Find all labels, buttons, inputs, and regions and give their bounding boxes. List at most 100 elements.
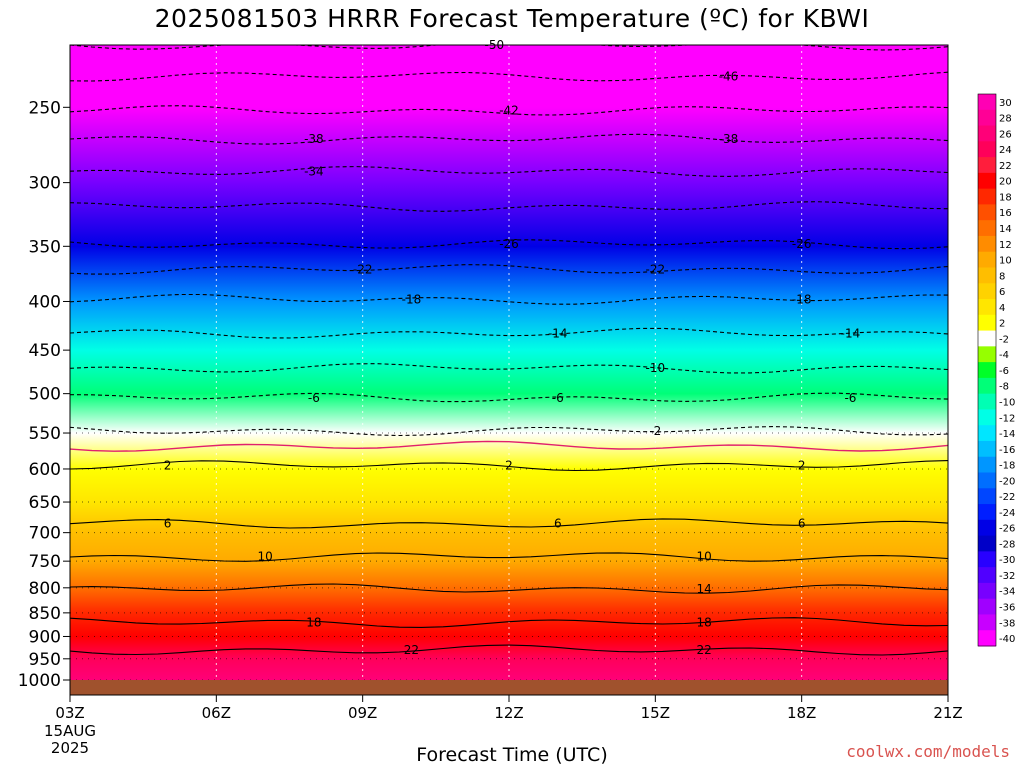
colorbar-label: -14 [999, 429, 1015, 440]
colorbar-label: 12 [999, 240, 1012, 251]
contour-label: -6 [844, 391, 856, 405]
colorbar-label: -2 [999, 334, 1009, 345]
y-tick-label: 500 [29, 385, 61, 405]
colorbar-label: -28 [999, 539, 1015, 550]
temperature-field [70, 45, 948, 680]
colorbar-label: 18 [999, 192, 1012, 203]
colorbar-label: 22 [999, 161, 1012, 172]
colorbar-swatch [978, 109, 996, 127]
colorbar-swatch [978, 188, 996, 205]
colorbar-label: -38 [999, 618, 1015, 629]
colorbar-label: 14 [999, 224, 1012, 235]
contour-label: -10 [646, 361, 666, 375]
y-tick-label: 950 [29, 650, 61, 670]
colorbar-swatch [978, 567, 996, 584]
contour-label: 6 [798, 517, 806, 531]
contour-label: -34 [304, 164, 324, 178]
colorbar-swatch [978, 330, 996, 347]
y-tick-label: 250 [29, 98, 61, 118]
colorbar-label: 26 [999, 129, 1012, 140]
contour-label: 18 [696, 615, 711, 629]
colorbar-label: -10 [999, 397, 1015, 408]
x-tick-label: 15Z [641, 704, 670, 722]
colorbar-swatch [978, 535, 996, 552]
colorbar-label: -12 [999, 413, 1015, 424]
credit-text: coolwx.com/models [846, 742, 1010, 761]
colorbar-swatch [978, 456, 996, 474]
contour-label: -22 [353, 262, 373, 276]
y-tick-label: 400 [29, 292, 61, 312]
contour-label: -6 [552, 391, 564, 405]
contour-label: -18 [792, 292, 812, 306]
temperature-fill [70, 45, 948, 680]
contour-label: -26 [499, 237, 519, 251]
contour-label: 6 [164, 517, 172, 531]
contour-label: 10 [696, 550, 711, 564]
x-date-label: 15AUG [44, 722, 96, 740]
y-tick-label: 850 [29, 604, 61, 624]
colorbar-swatch [978, 172, 996, 190]
contour-label: -46 [719, 69, 739, 83]
colorbar-swatch [978, 519, 996, 537]
colorbar-label: 28 [999, 114, 1012, 125]
colorbar-swatch [978, 204, 996, 221]
y-tick-label: 300 [29, 174, 61, 194]
colorbar-label: -20 [999, 476, 1015, 487]
isotherm-18 [70, 617, 948, 628]
isotherm-2 [70, 460, 948, 472]
colorbar-swatch [978, 472, 996, 489]
colorbar-label: 8 [999, 271, 1005, 282]
colorbar-swatch [978, 299, 996, 316]
isotherm-contours [70, 45, 948, 656]
colorbar-swatch [978, 94, 996, 111]
colorbar-swatch [978, 488, 996, 505]
x-tick-label: 12Z [494, 704, 523, 722]
colorbar-label: -40 [999, 634, 1015, 645]
contour-label: 14 [696, 582, 711, 596]
y-tick-label: 450 [29, 341, 61, 361]
y-tick-label: 900 [29, 627, 61, 647]
contour-label: -38 [719, 132, 739, 146]
colorbar-swatch [978, 346, 996, 363]
colorbar-frame [977, 93, 997, 647]
colorbar-label: -4 [999, 350, 1009, 361]
contour-label: -14 [841, 326, 861, 340]
contour-label: -26 [792, 237, 812, 251]
colorbar-label: 10 [999, 256, 1012, 267]
x-date-label: 2025 [51, 739, 89, 757]
colorbar-swatch [978, 425, 996, 442]
colorbar-swatch [978, 409, 996, 426]
colorbar-swatch [978, 267, 996, 284]
x-tick-label: 03Z [55, 704, 84, 722]
contour-label: -14 [548, 326, 568, 340]
y-tick-label: 750 [29, 552, 61, 572]
colorbar-swatch [978, 141, 996, 158]
chart-title: 2025081503 HRRR Forecast Temperature (ºC… [154, 4, 870, 33]
y-tick-label: 350 [29, 237, 61, 257]
colorbar-swatch [978, 125, 996, 142]
x-axis-label: Forecast Time (UTC) [416, 744, 608, 766]
contour-label: 2 [798, 459, 806, 473]
colorbar-label: -36 [999, 603, 1015, 614]
colorbar-label: -6 [999, 366, 1009, 377]
contour-label: 18 [306, 615, 321, 629]
isotherm-22 [70, 644, 948, 656]
isotherm-6 [70, 518, 948, 529]
colorbar-swatch [978, 551, 996, 568]
ground-strip [70, 680, 948, 695]
x-tick-label: 06Z [202, 704, 231, 722]
y-tick-label: 550 [29, 424, 61, 444]
colorbar-swatch [978, 362, 996, 379]
x-tick-label: 09Z [348, 704, 377, 722]
colorbar-swatch [978, 393, 996, 410]
colorbar-label: -18 [999, 461, 1015, 472]
y-axis: 250 300 350 400 450 500 550 600 650 700 750 800 850 9… [18, 98, 70, 691]
y-tick-label: 800 [29, 579, 61, 599]
colorbar-swatch [978, 630, 996, 647]
colorbar-swatch [978, 314, 996, 332]
colorbar: 30 28 26 24 22 20 18 16 14 12 10 8 6 4 2 -2 -4 -6 -8 -10 -12… [977, 93, 1015, 647]
colorbar-label: -30 [999, 555, 1015, 566]
contour-label: 6 [554, 517, 562, 531]
